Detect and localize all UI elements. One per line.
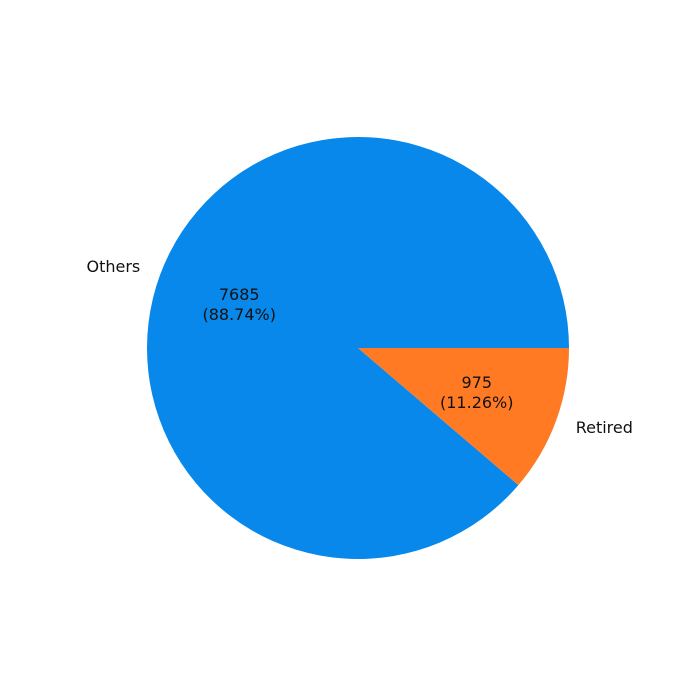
pie-slice-others: [146, 137, 569, 560]
slice-value-label-retired: 975 (11.26%): [440, 373, 514, 412]
slice-label-others: Others: [87, 257, 141, 276]
slice-percent-others: (88.74%): [202, 305, 276, 324]
slice-value-retired: 975: [461, 373, 492, 392]
pie-labels: Others 7685 (88.74%) Retired 975 (11.26%): [87, 257, 633, 437]
slice-value-label-others: 7685 (88.74%): [202, 285, 276, 324]
slice-label-retired: Retired: [576, 418, 633, 437]
slice-value-others: 7685: [219, 285, 260, 304]
pie-slice-retired: [358, 348, 569, 486]
pie-slices: [146, 137, 569, 560]
slice-percent-retired: (11.26%): [440, 393, 514, 412]
